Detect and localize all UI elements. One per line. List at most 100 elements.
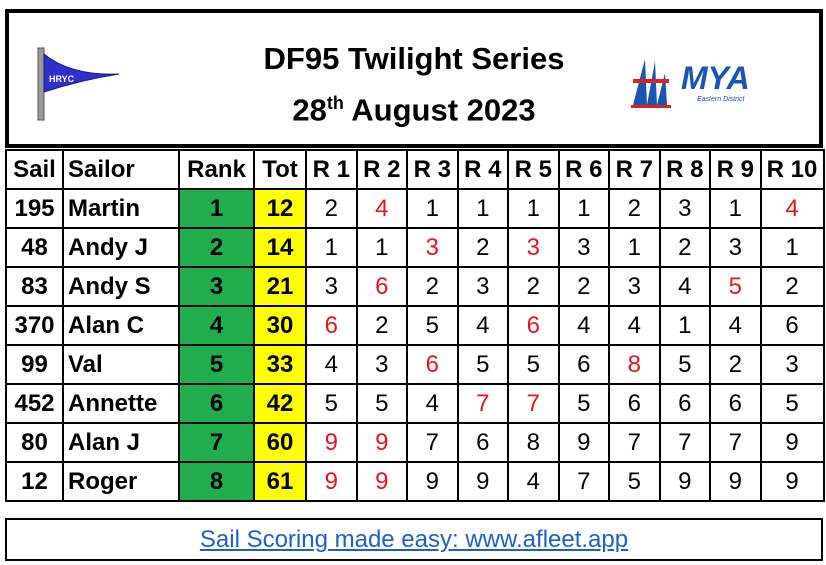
afleet-link[interactable]: Sail Scoring made easy: www.afleet.app [199, 526, 629, 553]
race-score: 7 [608, 422, 661, 463]
race-score: 9 [759, 422, 825, 463]
header-banner: HRYC DF95 Twilight Series 28th August 20… [5, 9, 823, 148]
race-score: 6 [406, 344, 459, 385]
total-cell: 33 [253, 344, 307, 385]
race-score: 9 [355, 461, 408, 502]
race-score: 6 [305, 305, 358, 346]
sail-number: 83 [5, 266, 64, 307]
club-logo-text: HRYC [49, 74, 75, 84]
column-header: R 1 [305, 149, 358, 190]
total-cell: 42 [253, 383, 307, 424]
race-score: 1 [305, 227, 358, 268]
race-score: 6 [608, 383, 661, 424]
rank-cell: 2 [178, 227, 255, 268]
race-score: 6 [507, 305, 560, 346]
race-score: 7 [406, 422, 459, 463]
column-header: R 5 [507, 149, 560, 190]
race-score: 3 [406, 227, 459, 268]
race-score: 9 [759, 461, 825, 502]
rank-cell: 4 [178, 305, 255, 346]
race-score: 2 [658, 227, 711, 268]
race-score: 7 [709, 422, 762, 463]
race-score: 2 [608, 188, 661, 229]
race-score: 6 [658, 383, 711, 424]
rank-cell: 6 [178, 383, 255, 424]
race-score: 5 [456, 344, 509, 385]
date-day: 28 [292, 92, 327, 128]
race-score: 4 [305, 344, 358, 385]
race-score: 8 [608, 344, 661, 385]
race-score: 5 [557, 383, 610, 424]
race-score: 3 [456, 266, 509, 307]
race-score: 1 [507, 188, 560, 229]
page-title: DF95 Twilight Series 28th August 2023 [9, 37, 819, 132]
total-cell: 14 [253, 227, 307, 268]
mya-sub-text: Eastern District [697, 96, 746, 103]
rank-cell: 7 [178, 422, 255, 463]
sailor-name: Andy S [62, 266, 180, 307]
column-header: R 2 [355, 149, 408, 190]
rank-cell: 1 [178, 188, 255, 229]
race-score: 2 [709, 344, 762, 385]
race-score: 9 [658, 461, 711, 502]
race-score: 7 [557, 461, 610, 502]
race-score: 9 [406, 461, 459, 502]
race-score: 6 [557, 344, 610, 385]
rank-cell: 5 [178, 344, 255, 385]
race-score: 1 [355, 227, 408, 268]
table-row: 83 Andy S 3 21 3 6 2 3 2 2 3 4 5 2 [5, 266, 825, 307]
rank-cell: 8 [178, 461, 255, 502]
race-score: 5 [759, 383, 825, 424]
race-score: 2 [759, 266, 825, 307]
total-cell: 61 [253, 461, 307, 502]
race-score: 3 [759, 344, 825, 385]
race-score: 3 [507, 227, 560, 268]
race-score: 9 [305, 461, 358, 502]
race-score: 8 [507, 422, 560, 463]
race-score: 2 [456, 227, 509, 268]
sailor-name: Martin [62, 188, 180, 229]
sailor-name: Annette [62, 383, 180, 424]
race-score: 6 [456, 422, 509, 463]
title-line-1: DF95 Twilight Series [263, 41, 565, 76]
title-date: 28th August 2023 [9, 81, 819, 132]
date-rest: August 2023 [343, 92, 536, 128]
sail-number: 48 [5, 227, 64, 268]
footer: Sail Scoring made easy: www.afleet.app [5, 518, 823, 561]
total-cell: 21 [253, 266, 307, 307]
race-score: 2 [557, 266, 610, 307]
column-header: Sailor [62, 149, 180, 190]
table-row: 48 Andy J 2 14 1 1 3 2 3 3 1 2 3 1 [5, 227, 825, 268]
sailor-name: Val [62, 344, 180, 385]
sail-number: 12 [5, 461, 64, 502]
race-score: 1 [608, 227, 661, 268]
column-header: R 9 [709, 149, 762, 190]
race-score: 4 [658, 266, 711, 307]
column-header: R 3 [406, 149, 459, 190]
total-cell: 30 [253, 305, 307, 346]
column-header: R 7 [608, 149, 661, 190]
column-header: Sail [5, 149, 64, 190]
total-cell: 12 [253, 188, 307, 229]
sail-number: 99 [5, 344, 64, 385]
race-score: 3 [557, 227, 610, 268]
race-score: 4 [709, 305, 762, 346]
race-score: 4 [355, 188, 408, 229]
race-score: 6 [759, 305, 825, 346]
race-score: 9 [355, 422, 408, 463]
race-score: 4 [456, 305, 509, 346]
race-score: 2 [507, 266, 560, 307]
race-score: 7 [456, 383, 509, 424]
race-score: 1 [658, 305, 711, 346]
race-score: 1 [709, 188, 762, 229]
race-score: 2 [355, 305, 408, 346]
race-score: 5 [658, 344, 711, 385]
table-row: 370 Alan C 4 30 6 2 5 4 6 4 4 1 4 6 [5, 305, 825, 346]
race-score: 3 [658, 188, 711, 229]
rank-cell: 3 [178, 266, 255, 307]
race-score: 4 [608, 305, 661, 346]
race-score: 6 [709, 383, 762, 424]
race-score: 3 [305, 266, 358, 307]
race-score: 9 [456, 461, 509, 502]
